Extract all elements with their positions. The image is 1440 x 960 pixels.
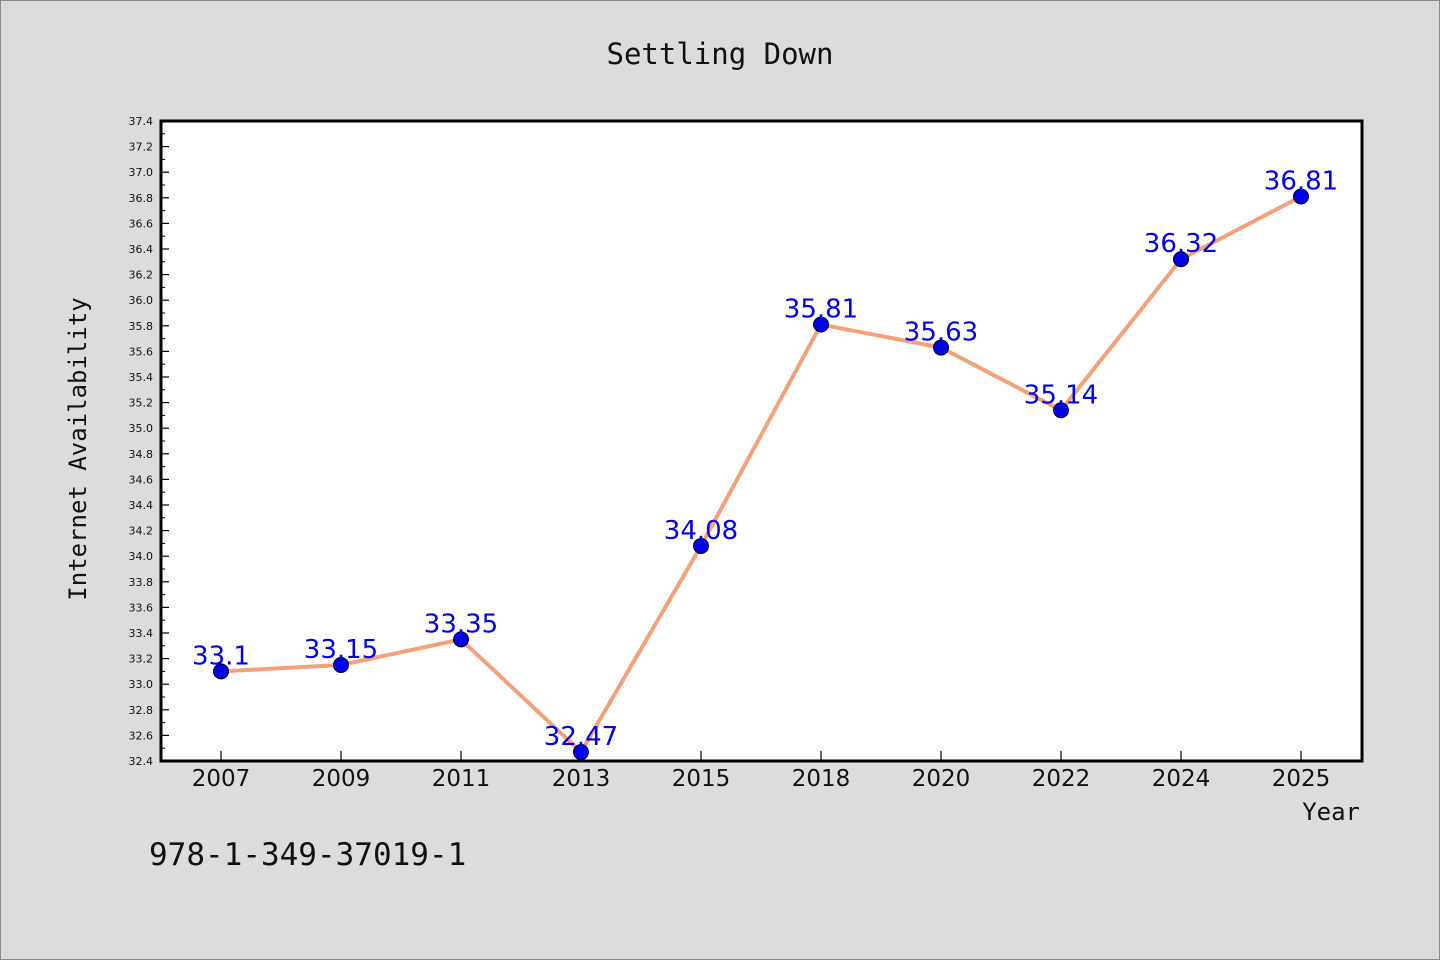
data-label: 32.47	[544, 722, 618, 752]
y-tick-label: 35.6	[129, 345, 154, 358]
data-point	[933, 339, 949, 356]
x-tick-label: 2015	[672, 766, 731, 792]
y-tick-label: 34.6	[129, 473, 154, 486]
y-tick-label: 32.4	[129, 755, 154, 768]
data-point	[1293, 188, 1309, 205]
y-tick-label: 35.0	[129, 422, 154, 435]
series-line	[220, 194, 1302, 755]
y-tick-label: 33.4	[129, 627, 154, 640]
data-point	[1053, 402, 1069, 419]
y-tick-label: 36.2	[129, 269, 154, 282]
x-tick-label: 2025	[1272, 766, 1331, 792]
x-tick-label: 2011	[432, 766, 491, 792]
y-axis: 32.4 32.6 32.8 33.0 33.2 33.4 33.6 33.8 34.0 34.2…	[129, 115, 169, 768]
data-label: 35.14	[1024, 380, 1098, 410]
data-point	[333, 657, 349, 673]
x-tick-label: 2024	[1152, 766, 1211, 792]
y-tick-label: 36.8	[129, 192, 154, 205]
x-tick-label: 2009	[312, 766, 371, 792]
data-label: 35.63	[904, 318, 978, 348]
y-tick-label: 37.0	[129, 166, 154, 179]
plot-area	[159, 119, 1364, 763]
y-tick-label: 33.8	[129, 576, 154, 589]
x-tick-label: 2022	[1032, 766, 1091, 792]
y-tick-label: 35.4	[129, 371, 154, 384]
data-label: 35.81	[784, 295, 858, 325]
y-tick-label: 33.6	[129, 601, 154, 614]
y-tick-label: 34.2	[129, 525, 154, 538]
footer-code: 978-1-349-37019-1	[149, 837, 466, 873]
y-tick-label: 32.6	[129, 729, 154, 742]
data-point	[1173, 251, 1189, 268]
x-tick-label: 2013	[552, 766, 611, 792]
y-tick-label: 34.8	[129, 448, 154, 461]
data-labels: 33.1 33.15 33.35 32.47 34.08 35.81 35.63 35.14 3…	[192, 167, 1338, 753]
y-tick-label: 37.2	[129, 141, 154, 154]
data-point	[573, 744, 589, 761]
data-label: 34.08	[664, 516, 738, 546]
y-tick-label: 33.0	[129, 678, 154, 691]
y-tick-label: 36.0	[129, 294, 154, 307]
y-tick-label: 34.0	[129, 550, 154, 563]
data-label: 33.35	[424, 609, 498, 639]
data-point	[813, 316, 829, 333]
data-label: 33.15	[304, 635, 378, 665]
y-tick-label: 36.6	[129, 217, 154, 230]
data-label: 36.81	[1264, 167, 1338, 197]
y-axis-label: Internet Availability	[64, 297, 92, 600]
x-tick-label: 2007	[192, 766, 251, 792]
data-point	[213, 663, 229, 680]
x-axis: 2007 2009 2011 2013 2015 2018 2020 2022 2024 2025	[192, 751, 1331, 792]
x-tick-label: 2018	[792, 766, 851, 792]
y-tick-label: 32.8	[129, 704, 154, 717]
data-label: 36.32	[1144, 229, 1218, 259]
y-tick-label: 35.2	[129, 397, 154, 410]
y-tick-label: 35.8	[129, 320, 154, 333]
data-label: 33.1	[192, 641, 250, 671]
data-point	[453, 631, 469, 648]
y-tick-label: 36.4	[129, 243, 154, 256]
y-tick-label: 37.4	[129, 115, 154, 128]
data-point	[693, 537, 709, 554]
series-line-group	[213, 188, 1309, 761]
chart-title: Settling Down	[607, 37, 834, 71]
x-tick-label: 2020	[912, 766, 971, 792]
y-tick-label: 33.2	[129, 653, 154, 666]
y-tick-label: 34.4	[129, 499, 154, 512]
x-axis-label: Year	[1302, 798, 1360, 826]
